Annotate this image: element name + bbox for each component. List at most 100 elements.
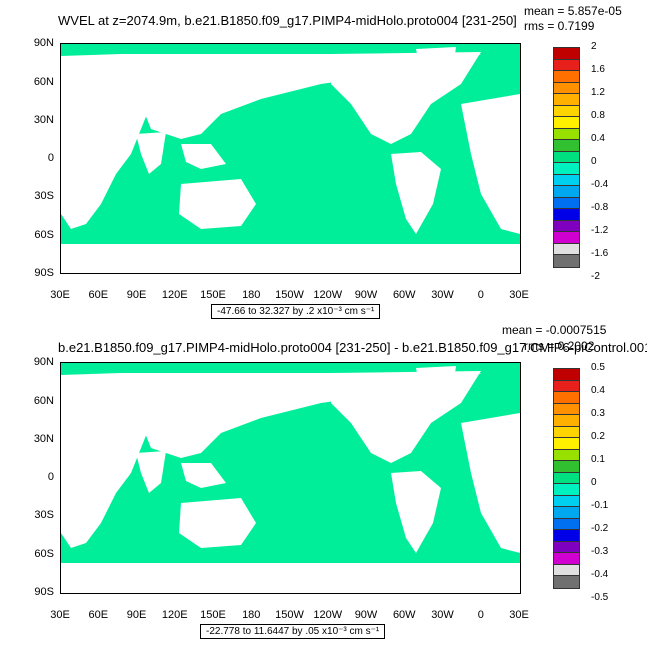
panel-1-lat-30s: 30S — [34, 190, 54, 202]
panel-2-lon-label: 60E — [88, 609, 109, 621]
panel-1-lon-label: 30W — [431, 289, 454, 301]
colorbar-label: -1.2 — [591, 225, 609, 236]
panel-2-rms: rms = 0.2002 — [524, 339, 595, 353]
panel-2-lat-0: 0 — [47, 471, 54, 483]
panel-1-rms: rms = 0.7199 — [524, 19, 595, 33]
colorbar-label: 0 — [591, 156, 597, 167]
colorbar-label: -0.4 — [591, 179, 609, 190]
colorbar-swatch — [554, 530, 579, 542]
panel-1-lon-label: 90E — [126, 289, 147, 301]
colorbar-label: 0.3 — [591, 408, 605, 419]
colorbar-swatch — [554, 403, 579, 415]
colorbar-label: -0.1 — [591, 500, 609, 511]
panel-2-lon-label: 90W — [354, 609, 378, 621]
colorbar-label: 1.6 — [591, 64, 605, 75]
colorbar-swatch — [554, 243, 579, 255]
colorbar-swatch — [554, 507, 579, 519]
colorbar-label: 1.2 — [591, 87, 605, 98]
panel-2-map — [60, 362, 521, 594]
colorbar-swatch — [554, 426, 579, 438]
panel-1-lon-label: 120E — [161, 289, 188, 301]
panel-1-lon-label: 120W — [313, 289, 343, 301]
colorbar-swatch — [554, 71, 579, 83]
colorbar-swatch — [554, 484, 579, 496]
colorbar-swatch — [554, 105, 579, 117]
panel-1-lat-60n: 60N — [33, 76, 54, 88]
colorbar-swatch — [554, 438, 579, 450]
panel-1-lon-label: 150E — [200, 289, 226, 301]
colorbar-swatch — [554, 553, 579, 565]
panel-1-lat-60s: 60S — [34, 229, 54, 241]
panel-1-mean: mean = 5.857e-05 — [524, 4, 622, 18]
panel-2-lon-label: 30W — [431, 609, 454, 621]
colorbar-swatch — [554, 59, 579, 71]
colorbar-label: 0.2 — [591, 431, 605, 442]
colorbar-swatch — [554, 449, 579, 461]
colorbar-label: 0.4 — [591, 385, 605, 396]
colorbar-swatch — [554, 255, 579, 267]
colorbar-swatch — [554, 163, 579, 175]
panel-1-lon-label: 0 — [477, 289, 484, 301]
panel-1-lon-label: 150W — [275, 289, 304, 301]
colorbar-label: 0 — [591, 477, 597, 488]
colorbar-swatch — [554, 541, 579, 553]
panel-2-lat-60n: 60N — [33, 395, 54, 407]
panel-2-lat-30s: 30S — [34, 509, 54, 521]
panel-2-lon-label: 90E — [126, 609, 147, 621]
panel-2-caption: -22.778 to 11.6447 by .05 x10⁻³ cm s⁻¹ — [200, 624, 386, 639]
panel-1-lon-label: 30E — [509, 289, 529, 301]
colorbar-swatch — [554, 461, 579, 473]
colorbar-swatch — [554, 472, 579, 484]
panel-1-lon-label: 60E — [88, 289, 109, 301]
colorbar-swatch — [554, 380, 579, 392]
colorbar-label: -2 — [591, 271, 600, 282]
colorbar-label: 0.8 — [591, 110, 605, 121]
colorbar-swatch — [554, 518, 579, 530]
colorbar-swatch — [554, 369, 579, 381]
panel-1-map — [60, 43, 521, 274]
colorbar-label: -1.6 — [591, 248, 609, 259]
colorbar-swatch — [554, 232, 579, 244]
colorbar-swatch — [554, 392, 579, 404]
panel-2-colorbar — [553, 368, 580, 589]
colorbar-swatch — [554, 128, 579, 140]
colorbar-swatch — [554, 174, 579, 186]
colorbar-swatch — [554, 48, 579, 60]
colorbar-swatch — [554, 117, 579, 129]
colorbar-swatch — [554, 197, 579, 209]
panel-1-lat-90n: 90N — [33, 37, 54, 49]
panel-2-lon-label: 150W — [275, 609, 304, 621]
colorbar-label: -0.2 — [591, 523, 609, 534]
colorbar-swatch — [554, 495, 579, 507]
panel-1-caption: -47.66 to 32.327 by .2 x10⁻³ cm s⁻¹ — [211, 304, 381, 319]
panel-1-lat-90s: 90S — [34, 267, 54, 279]
panel-2-lon-label: 150E — [200, 609, 226, 621]
colorbar-swatch — [554, 576, 579, 588]
panel-2-lon-label: 120E — [161, 609, 188, 621]
panel-2-lon-label: 30E — [50, 609, 70, 621]
panel-1-lon-label: 60W — [392, 289, 416, 301]
panel-2-lon-label: 60W — [392, 609, 416, 621]
colorbar-label: 0.1 — [591, 454, 605, 465]
panel-1-lat-0: 0 — [47, 152, 54, 164]
colorbar-swatch — [554, 209, 579, 221]
panel-1-colorbar — [553, 47, 580, 268]
colorbar-swatch — [554, 186, 579, 198]
panel-1-title: WVEL at z=2074.9m, b.e21.B1850.f09_g17.P… — [58, 13, 517, 28]
panel-1-lon-label: 30E — [50, 289, 70, 301]
panel-2-lon-label: 120W — [313, 609, 343, 621]
colorbar-swatch — [554, 220, 579, 232]
panel-2-lat-90s: 90S — [34, 586, 54, 598]
colorbar-swatch — [554, 94, 579, 106]
panel-2-title: b.e21.B1850.f09_g17.PIMP4-midHolo.proto0… — [58, 340, 647, 355]
panel-1-lat-30n: 30N — [33, 114, 54, 126]
panel-2-map-svg — [61, 363, 520, 593]
panel-2: b.e21.B1850.f09_g17.PIMP4-midHolo.proto0… — [0, 320, 647, 647]
colorbar-label: -0.5 — [591, 592, 609, 603]
colorbar-label: -0.3 — [591, 546, 609, 557]
panel-2-lon-label: 0 — [477, 609, 484, 621]
colorbar-label: -0.8 — [591, 202, 609, 213]
colorbar-label: -0.4 — [591, 569, 609, 580]
panel-1: WVEL at z=2074.9m, b.e21.B1850.f09_g17.P… — [0, 0, 647, 320]
panel-1-lon-label: 90W — [354, 289, 378, 301]
